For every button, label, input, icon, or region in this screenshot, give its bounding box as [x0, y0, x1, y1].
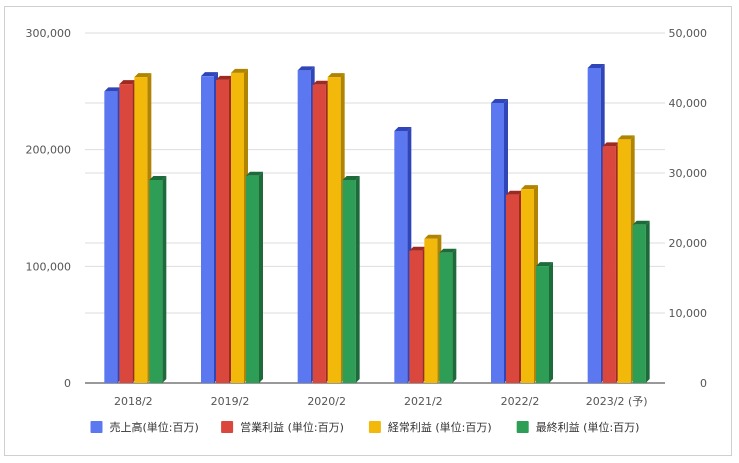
bar-side	[452, 248, 457, 383]
bar	[216, 79, 229, 384]
y-left-tick-label: 300,000	[26, 27, 72, 40]
bar	[297, 70, 311, 383]
bar	[201, 76, 214, 384]
x-tick-label: 2018/2	[114, 395, 153, 408]
legend-label: 売上高(単位:百万)	[110, 420, 199, 434]
bar-top	[327, 73, 345, 78]
x-tick-label: 2020/2	[307, 395, 346, 408]
y-left-tick-label: 0	[64, 377, 71, 390]
bar	[587, 68, 601, 383]
legend-swatch	[516, 421, 529, 433]
bar	[602, 146, 616, 383]
y-right-tick-label: 10,000	[669, 307, 708, 320]
bar	[409, 250, 423, 383]
bar-top	[602, 142, 620, 147]
bar-top	[632, 220, 650, 225]
bar-top	[491, 99, 508, 103]
bar-top	[119, 80, 137, 85]
y-right-tick-label: 0	[700, 377, 707, 390]
bar-side	[645, 220, 650, 383]
bar-top	[246, 171, 263, 176]
bar	[632, 224, 646, 383]
bar	[617, 139, 631, 383]
bar-top	[312, 80, 330, 85]
bar-side	[162, 176, 167, 383]
bar	[149, 180, 163, 383]
bar-top	[149, 176, 167, 180]
legend-label: 営業利益 (単位:百万)	[240, 420, 344, 434]
bar-top	[394, 127, 412, 131]
bar	[506, 194, 519, 383]
bar-top	[104, 87, 122, 92]
bar	[119, 84, 133, 383]
bar-top	[201, 72, 218, 77]
x-tick-label: 2019/2	[211, 395, 250, 408]
bar-top	[231, 68, 248, 73]
bar	[394, 131, 408, 383]
y-right-tick-label: 30,000	[669, 167, 708, 180]
bar-side	[549, 262, 553, 383]
bar-top	[216, 75, 233, 80]
bar	[536, 266, 549, 383]
bar	[104, 91, 118, 383]
bar-top	[587, 64, 605, 68]
bar-top	[409, 246, 427, 251]
bar-top	[134, 73, 152, 78]
bar	[134, 77, 148, 383]
bar	[424, 238, 438, 383]
x-tick-label: 2021/2	[404, 395, 443, 408]
bar	[327, 77, 341, 383]
bar	[231, 72, 244, 384]
bar-top	[439, 248, 457, 253]
legend-label: 経常利益 (単位:百万)	[388, 420, 492, 434]
bar	[312, 84, 326, 384]
bar-top	[521, 185, 538, 190]
y-right-tick-label: 40,000	[669, 97, 708, 110]
bar-top	[506, 190, 523, 195]
bar	[521, 189, 534, 383]
x-tick-label: 2023/2 (予)	[586, 395, 648, 408]
bar	[246, 175, 259, 383]
x-tick-label: 2022/2	[501, 395, 540, 408]
bar-top	[342, 176, 360, 180]
bar	[439, 252, 453, 383]
bar	[342, 180, 356, 383]
y-right-tick-label: 50,000	[669, 27, 708, 40]
bar	[491, 103, 504, 383]
legend-swatch	[221, 421, 234, 433]
bar-top	[617, 135, 635, 140]
legend-swatch	[90, 421, 103, 433]
bar-top	[297, 66, 315, 71]
bar-side	[259, 171, 263, 383]
legend-label: 最終利益 (単位:百万)	[536, 420, 640, 434]
y-left-tick-label: 200,000	[26, 144, 72, 157]
bar-side	[355, 176, 360, 383]
bar-top	[424, 234, 442, 239]
bar-top	[536, 262, 553, 267]
y-left-tick-label: 100,000	[26, 260, 72, 273]
legend-swatch	[368, 421, 381, 433]
y-right-tick-label: 20,000	[669, 237, 708, 250]
